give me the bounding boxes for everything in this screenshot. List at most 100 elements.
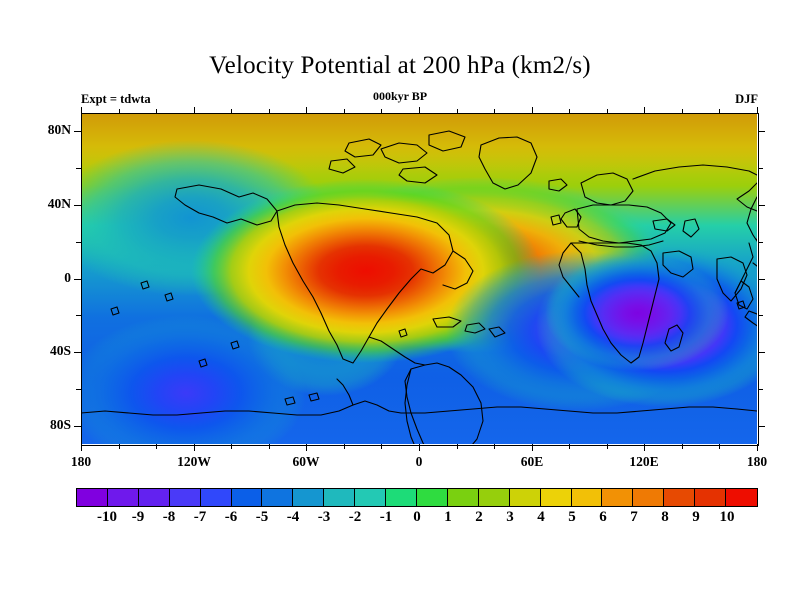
y-tick [74, 279, 81, 280]
x-tick [381, 444, 382, 449]
colorbar-cell[interactable] [726, 489, 757, 506]
x-tick [682, 444, 683, 449]
colorbar-tick-label: 6 [599, 509, 607, 525]
colorbar-tick-label: -5 [255, 509, 269, 525]
y-tick-right [758, 426, 765, 427]
colorbar-tick-label: 3 [506, 509, 514, 525]
y-tick [76, 389, 81, 390]
y-tick [74, 205, 81, 206]
x-axis-label: 120W [177, 454, 211, 469]
colorbar-cell[interactable] [633, 489, 665, 506]
x-tick [532, 444, 533, 451]
x-tick-top [81, 107, 82, 114]
y-tick [76, 242, 81, 243]
y-tick [76, 315, 81, 316]
colorbar-cell[interactable] [695, 489, 727, 506]
x-tick-top [757, 107, 758, 114]
x-tick-top [156, 109, 157, 114]
colorbar-tick-label: 10 [719, 509, 735, 525]
y-axis-label: 80S [49, 417, 71, 432]
colorbar-tick-label: -8 [162, 509, 176, 525]
colorbar-cell[interactable] [169, 489, 201, 506]
colorbar-tick-label: 5 [568, 509, 576, 525]
colorbar-cell[interactable] [293, 489, 325, 506]
x-tick-top [231, 109, 232, 114]
x-tick [457, 444, 458, 449]
x-tick-top [569, 109, 570, 114]
x-tick [344, 444, 345, 449]
colorbar-cell[interactable] [262, 489, 294, 506]
y-tick [76, 168, 81, 169]
y-tick [74, 352, 81, 353]
y-tick-right [758, 315, 763, 316]
x-tick-top [419, 107, 420, 114]
y-axis-label: 80N [47, 122, 71, 137]
x-tick-top [644, 107, 645, 114]
x-tick-top [719, 109, 720, 114]
colorbar-tick-label: -1 [379, 509, 393, 525]
x-tick-top [682, 109, 683, 114]
colorbar-cell[interactable] [386, 489, 417, 506]
colorbar-tick-label: 8 [661, 509, 669, 525]
x-tick [306, 444, 307, 451]
y-tick-right [758, 352, 765, 353]
colorbar-tick-label: -9 [131, 509, 145, 525]
colorbar-cell[interactable] [355, 489, 387, 506]
page-title: Velocity Potential at 200 hPa (km2/s) [209, 52, 591, 79]
colorbar-tick-label: 4 [537, 509, 545, 525]
x-tick [419, 444, 420, 451]
x-tick [644, 444, 645, 451]
y-tick-right [758, 168, 763, 169]
x-tick [194, 444, 195, 451]
x-tick-top [269, 109, 270, 114]
colorbar-cell[interactable] [664, 489, 696, 506]
colorbar-cell[interactable] [478, 489, 510, 506]
x-tick-top [194, 107, 195, 114]
x-tick-top [457, 109, 458, 114]
y-tick [74, 426, 81, 427]
colorbar[interactable] [76, 488, 758, 507]
velocity-potential-field [81, 113, 757, 444]
colorbar-tick-label: 9 [692, 509, 700, 525]
colorbar-tick-label: 2 [475, 509, 483, 525]
y-tick-right [758, 389, 763, 390]
colorbar-cell[interactable] [571, 489, 603, 506]
x-axis-label: 60E [520, 454, 544, 469]
colorbar-cell[interactable] [602, 489, 634, 506]
x-tick [156, 444, 157, 449]
y-tick [74, 131, 81, 132]
x-tick-top [119, 109, 120, 114]
colorbar-tick-label: 1 [444, 509, 452, 525]
colorbar-tick-label: -3 [317, 509, 331, 525]
colorbar-cell[interactable] [324, 489, 356, 506]
colorbar-cell[interactable] [77, 489, 108, 506]
x-tick-top [381, 109, 382, 114]
x-tick [607, 444, 608, 449]
colorbar-cell[interactable] [540, 489, 572, 506]
colorbar-tick-label: 0 [413, 509, 421, 525]
colorbar-cell[interactable] [231, 489, 263, 506]
experiment-label: Expt = tdwta [81, 92, 151, 106]
x-axis-label: 120E [629, 454, 659, 469]
x-axis-label: 180 [746, 454, 768, 469]
x-tick [569, 444, 570, 449]
x-tick [719, 444, 720, 449]
x-tick [757, 444, 758, 451]
colorbar-cell[interactable] [416, 489, 448, 506]
x-tick [119, 444, 120, 449]
colorbar-cell[interactable] [138, 489, 170, 506]
y-axis-label: 40N [47, 196, 71, 211]
y-axis-label: 0 [64, 270, 71, 285]
colorbar-cell[interactable] [447, 489, 479, 506]
colorbar-cell[interactable] [509, 489, 541, 506]
colorbar-cell[interactable] [107, 489, 139, 506]
x-tick [81, 444, 82, 451]
x-tick-top [494, 109, 495, 114]
colorbar-tick-label: -6 [224, 509, 238, 525]
colorbar-cell[interactable] [200, 489, 232, 506]
x-tick-top [607, 109, 608, 114]
y-tick-right [758, 242, 763, 243]
colorbar-tick-label: 7 [630, 509, 638, 525]
x-tick [231, 444, 232, 449]
